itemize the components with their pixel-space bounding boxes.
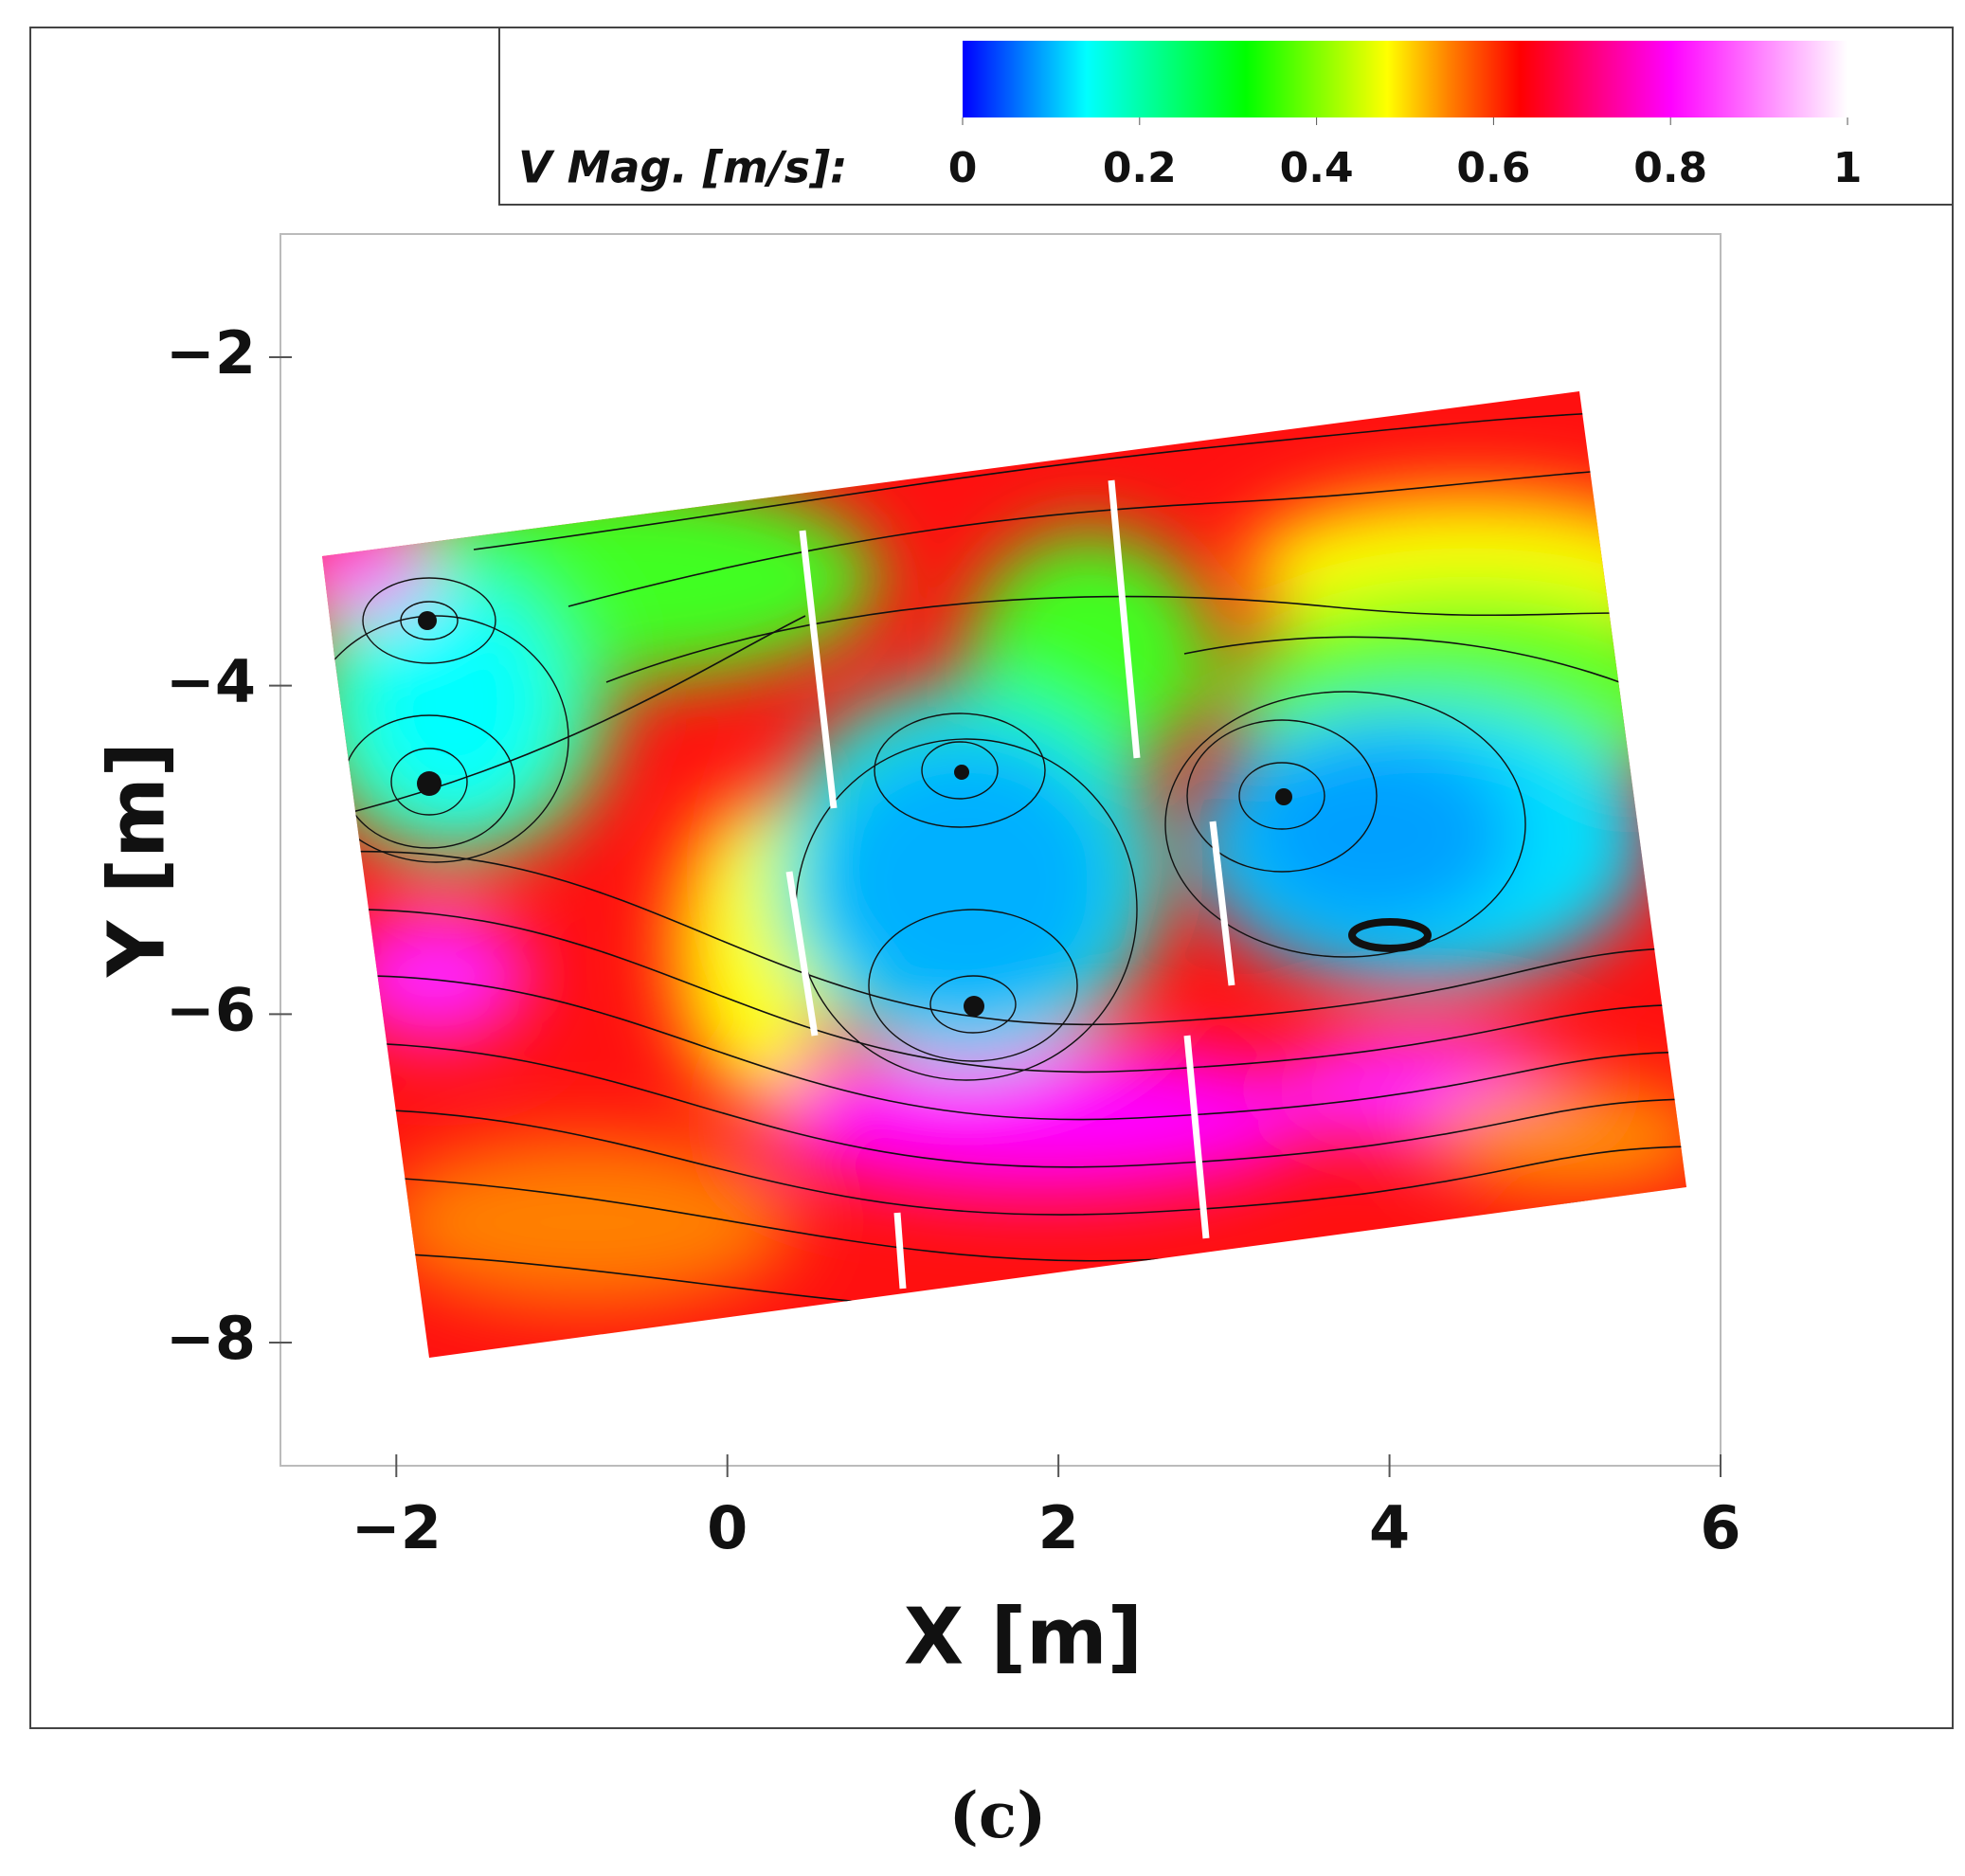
colorbar-tick-label: 0.8: [1633, 144, 1707, 192]
caption: (c): [949, 1778, 1047, 1852]
colorbar-tick-label: 0.4: [1280, 144, 1354, 192]
axes: −2 0 2 4 6 −2 −4 −6 −8: [166, 318, 1741, 1562]
colorbar-tick-label: 0.6: [1456, 144, 1530, 192]
colorbar-tick-label: 0.2: [1103, 144, 1177, 192]
x-tick-label: −2: [352, 1493, 442, 1562]
x-tick-label: 0: [707, 1493, 748, 1562]
x-axis-label: X [m]: [904, 1592, 1143, 1682]
y-axis-label: Y [m]: [92, 742, 182, 978]
x-tick-label: 2: [1038, 1493, 1079, 1562]
colorbar-tick-label: 0: [948, 144, 978, 192]
y-tick-label: −6: [166, 975, 256, 1044]
colorbar-tick-label: 1: [1833, 144, 1863, 192]
x-tick-label: 4: [1369, 1493, 1410, 1562]
y-tick-label: −2: [166, 318, 256, 388]
colorbar-label: V Mag. [m/s]:: [518, 142, 847, 193]
y-tick-label: −4: [166, 647, 256, 716]
x-tick-label: 6: [1700, 1493, 1740, 1562]
y-tick-label: −8: [166, 1304, 256, 1373]
colorbar: [963, 41, 1848, 117]
